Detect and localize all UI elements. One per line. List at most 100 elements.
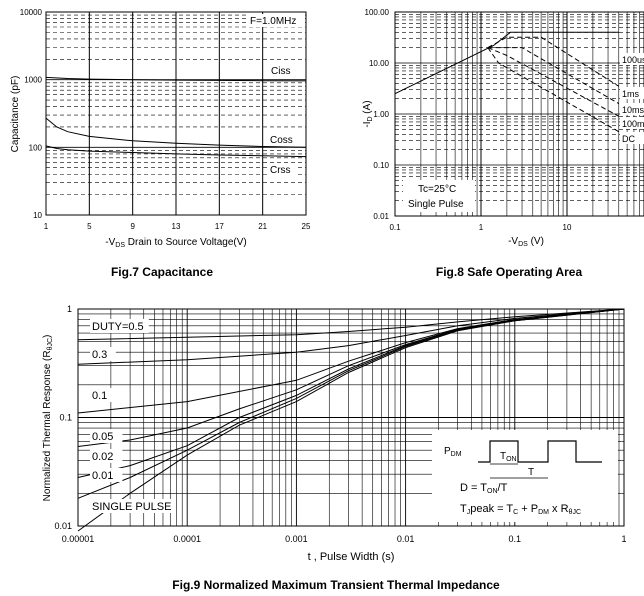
soa-x-axis-label: -VDS (V) bbox=[508, 236, 544, 248]
soa-series-10ms bbox=[487, 47, 620, 105]
soa-label-bg bbox=[620, 117, 644, 129]
thermal-series-0-05 bbox=[77, 308, 625, 447]
thermal-label-0-3: 0.3 bbox=[92, 349, 107, 361]
duty-cycle-inset: PDM TON T D = TON/T TJpeak = TC + PDM x … bbox=[432, 430, 618, 522]
thermal-label-bg bbox=[90, 429, 123, 443]
soa-label-bg bbox=[620, 87, 644, 99]
thermal-series-0-3 bbox=[77, 308, 625, 365]
soa-label-10ms: 10ms bbox=[622, 105, 644, 115]
thermal-y-tick-label: 1 bbox=[67, 304, 72, 314]
thermal-ticks: 0.00001 0.0001 0.001 0.01 0.1 1 0.01 0.1 1 bbox=[54, 304, 626, 544]
thermal-series bbox=[77, 308, 625, 532]
capacitance-series-crss bbox=[45, 145, 307, 158]
thermal-x-axis-label: t , Pulse Width (s) bbox=[308, 551, 395, 563]
thermal-label-0-02: 0.02 bbox=[92, 451, 113, 463]
soa-label-100ms: 100ms bbox=[622, 119, 644, 129]
capacitance-x-tick-label: 21 bbox=[258, 222, 267, 231]
soa-label-dc: DC bbox=[622, 134, 635, 144]
thermal-curve-labels: DUTY=0.5 0.3 0.1 0.05 0.02 0.01 SINGLE PULSE bbox=[90, 319, 176, 513]
thermal-series-0-1 bbox=[77, 308, 625, 414]
thermal-label-bg bbox=[90, 347, 116, 361]
period-label: T bbox=[528, 467, 534, 478]
thermal-y-axis-label: Normalized Thermal Response (RθJC) bbox=[42, 335, 54, 502]
thermal-x-tick-label: 0.01 bbox=[397, 534, 415, 544]
capacitance-x-tick-label: 9 bbox=[130, 222, 135, 231]
thermal-label-bg bbox=[90, 499, 176, 513]
fig7-caption: Fig.7 Capacitance bbox=[111, 265, 213, 279]
peak-temperature-equation: TJpeak = TC + PDM x RθJC bbox=[460, 503, 581, 516]
soa-label-bg bbox=[620, 132, 644, 144]
pulse-waveform bbox=[478, 440, 602, 463]
thermal-y-tick-label: 0.01 bbox=[54, 521, 72, 531]
thermal-x-tick-label: 0.00001 bbox=[62, 534, 95, 544]
soa-series-dc bbox=[487, 47, 620, 133]
capacitance-series-ciss bbox=[45, 76, 307, 82]
thermal-impedance-chart: 0.00001 0.0001 0.001 0.01 0.1 1 0.01 0.1 1 DUTY=… bbox=[42, 304, 627, 592]
capacitance-series-coss bbox=[45, 117, 307, 148]
thermal-label-duty-0-5: DUTY=0.5 bbox=[92, 321, 144, 333]
coss-label-bg bbox=[268, 133, 298, 146]
soa-label-1ms: 1ms bbox=[622, 89, 640, 99]
inset-background bbox=[432, 430, 618, 522]
soa-series bbox=[394, 31, 620, 133]
fig9-caption: Fig.9 Normalized Maximum Transient Therm… bbox=[172, 578, 500, 592]
soa-x-tick-label: 1 bbox=[479, 223, 484, 232]
fig8-caption: Fig.8 Safe Operating Area bbox=[436, 265, 583, 279]
frequency-annotation: F=1.0MHz bbox=[250, 16, 296, 27]
thermal-x-tick-label: 1 bbox=[621, 534, 626, 544]
duty-equation: D = TON/T bbox=[460, 482, 508, 495]
thermal-series-duty-0-5 bbox=[77, 308, 625, 341]
thermal-label-0-1: 0.1 bbox=[92, 390, 107, 402]
thermal-x-tick-label: 0.0001 bbox=[173, 534, 201, 544]
soa-annotation-bg bbox=[403, 180, 475, 212]
soa-x-tick-label: 0.1 bbox=[389, 223, 401, 232]
coss-label: Coss bbox=[270, 135, 293, 146]
soa-series-100us bbox=[394, 31, 619, 95]
capacitance-y-tick-label: 1000 bbox=[24, 76, 42, 85]
capacitance-x-tick-label: 5 bbox=[87, 222, 92, 231]
soa-series-100ms bbox=[487, 47, 620, 117]
crss-label: Crss bbox=[270, 165, 291, 176]
ciss-label-bg bbox=[268, 64, 298, 77]
capacitance-y-tick-label: 10000 bbox=[20, 8, 43, 17]
ciss-label: Ciss bbox=[271, 66, 290, 77]
capacitance-x-tick-label: 13 bbox=[172, 222, 181, 231]
thermal-label-0-01: 0.01 bbox=[92, 470, 113, 482]
soa-x-tick-label: 10 bbox=[563, 223, 572, 232]
soa-y-tick-label: 10.00 bbox=[369, 59, 390, 68]
capacitance-x-tick-label: 17 bbox=[215, 222, 224, 231]
thermal-x-tick-label: 0.001 bbox=[285, 534, 308, 544]
capacitance-ticks: 1 5 9 13 17 21 25 10 100 1000 10000 bbox=[20, 8, 311, 231]
thermal-label-single-pulse: SINGLE PULSE bbox=[92, 501, 171, 513]
thermal-y-tick-label: 0.1 bbox=[59, 413, 72, 423]
thermal-label-bg bbox=[90, 449, 123, 463]
crss-label-bg bbox=[268, 163, 298, 176]
thermal-label-0-05: 0.05 bbox=[92, 431, 113, 443]
capacitance-x-tick-label: 25 bbox=[302, 222, 311, 231]
soa-y-tick-label: 100.00 bbox=[365, 8, 390, 17]
soa-label-bg bbox=[620, 53, 644, 65]
capacitance-x-axis-label: -VDS Drain to Source Voltage(V) bbox=[105, 237, 246, 249]
soa-y-tick-label: 0.01 bbox=[373, 212, 389, 221]
soa-series-1ms bbox=[487, 36, 620, 87]
thermal-series-single-pulse bbox=[77, 308, 625, 532]
pdm-label: PDM bbox=[444, 446, 462, 458]
capacitance-y-axis-label: Capacitance (pF) bbox=[10, 76, 21, 153]
soa-y-tick-label: 1.00 bbox=[373, 110, 389, 119]
thermal-label-bg bbox=[90, 388, 116, 402]
soa-ticks: 0.1 1 10 0.01 0.10 1.00 10.00 100.00 bbox=[365, 8, 572, 232]
soa-curve-labels: 100us 1ms 10ms 100ms DC bbox=[620, 53, 644, 144]
capacitance-y-tick-label: 10 bbox=[33, 211, 42, 220]
soa-y-axis-label: -ID (A) bbox=[362, 100, 374, 127]
soa-pulse-annotation: Single Pulse bbox=[408, 199, 464, 210]
capacitance-series bbox=[45, 76, 307, 158]
soa-y-tick-label: 0.10 bbox=[373, 161, 389, 170]
ton-label: TON bbox=[500, 451, 517, 463]
soa-temp-annotation: Tc=25°C bbox=[418, 184, 456, 195]
capacitance-grid bbox=[45, 12, 307, 215]
capacitance-y-tick-label: 100 bbox=[29, 143, 43, 152]
soa-label-bg bbox=[620, 103, 644, 115]
